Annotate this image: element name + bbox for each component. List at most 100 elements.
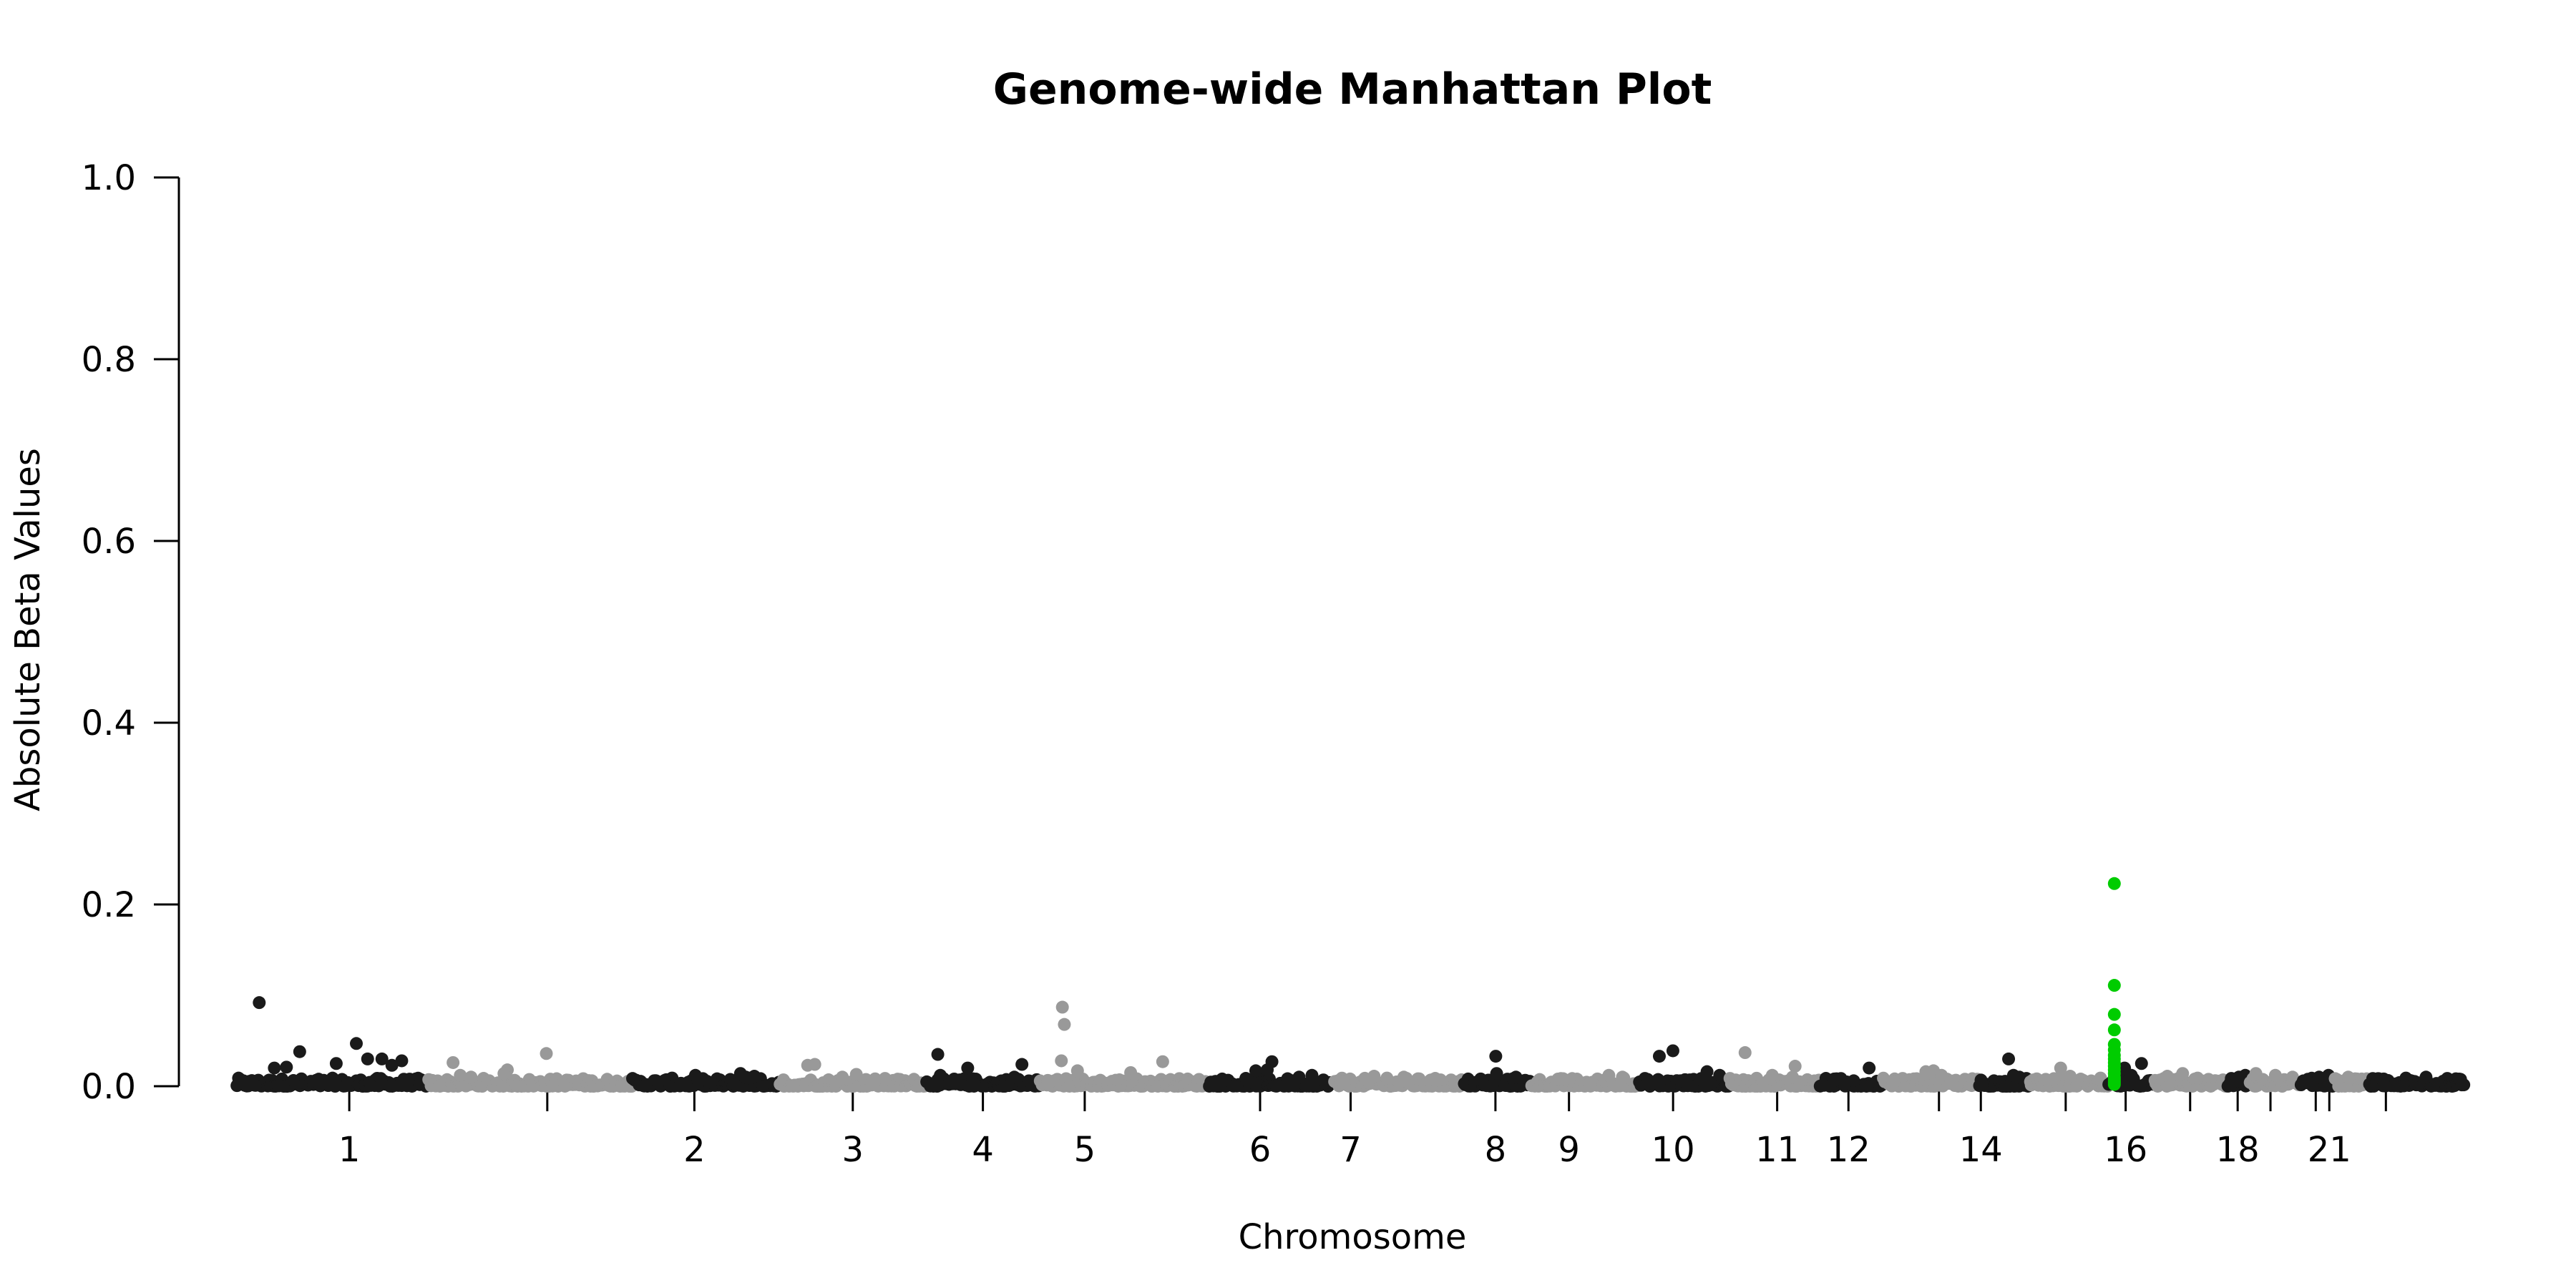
- x-axis-label: Chromosome: [1239, 1217, 1467, 1257]
- chart-title: Genome-wide Manhattan Plot: [993, 64, 1712, 114]
- highlight-point: [2107, 877, 2121, 890]
- snp-point: [2268, 1068, 2282, 1082]
- snp-point: [2376, 1074, 2390, 1088]
- snp-point: [2341, 1070, 2355, 1084]
- snp-point: [540, 1047, 553, 1060]
- snp-point: [1055, 1054, 1068, 1068]
- y-axis: 0.0 0.2 0.4 0.6 0.8 1.0: [82, 158, 180, 1107]
- snp-point: [1765, 1068, 1779, 1082]
- snp-point: [361, 1052, 374, 1065]
- snp-point: [2064, 1070, 2077, 1083]
- snp-point: [2312, 1070, 2326, 1084]
- snp-point: [2176, 1067, 2190, 1080]
- x-tick-label: 11: [1755, 1130, 1799, 1170]
- y-tick-label: 0.4: [82, 703, 136, 743]
- snp-point: [1788, 1060, 1802, 1073]
- snp-point: [1380, 1071, 1394, 1085]
- snp-point: [1489, 1050, 1503, 1063]
- x-tick-label: 6: [1249, 1130, 1272, 1170]
- snp-point: [1666, 1044, 1679, 1058]
- snp-point: [849, 1068, 863, 1081]
- snp-point: [1847, 1074, 1860, 1088]
- snp-point: [2457, 1078, 2471, 1092]
- snp-point: [2054, 1061, 2067, 1075]
- x-tick-label: 10: [1652, 1130, 1695, 1170]
- snp-point: [1249, 1064, 1262, 1078]
- snp-point: [1700, 1065, 1714, 1078]
- snp-point: [2419, 1070, 2433, 1084]
- snp-point: [2124, 1068, 2138, 1082]
- snp-point: [1935, 1068, 1948, 1082]
- x-tick-label: 7: [1340, 1130, 1362, 1170]
- snp-point: [801, 1058, 814, 1072]
- snp-point: [1124, 1065, 1138, 1079]
- x-tick-label: 18: [2216, 1130, 2260, 1170]
- snp-point: [2013, 1070, 2026, 1084]
- snp-point: [395, 1054, 409, 1068]
- snp-point: [1055, 1000, 1069, 1014]
- highlight-point: [2107, 1008, 2121, 1021]
- snp-point: [293, 1045, 306, 1058]
- snp-point: [1602, 1068, 1616, 1082]
- x-tick-label: 3: [841, 1130, 864, 1170]
- snp-point: [2135, 1057, 2148, 1070]
- snp-point: [497, 1067, 511, 1080]
- snp-point: [1509, 1070, 1523, 1084]
- y-tick-label: 0.6: [82, 522, 136, 562]
- snp-point: [1058, 1018, 1071, 1031]
- y-axis-label: Absolute Beta Values: [8, 448, 48, 811]
- snp-point: [329, 1057, 343, 1070]
- snp-point: [447, 1055, 460, 1069]
- x-tick-label: 5: [1074, 1130, 1096, 1170]
- snp-point: [2160, 1070, 2174, 1083]
- snp-point: [1828, 1072, 1841, 1085]
- x-axis: 1 2 3 4 5 6 7 8 9 10 11 12 14 16 18 21: [338, 1086, 2387, 1170]
- snp-point: [2249, 1067, 2263, 1080]
- highlighted-snps: [2107, 877, 2121, 1091]
- snp-point: [2285, 1070, 2299, 1084]
- snp-point: [1261, 1063, 1274, 1077]
- x-tick-label: 21: [2308, 1130, 2351, 1170]
- highlight-point: [2107, 1078, 2121, 1091]
- snp-point: [1015, 1058, 1029, 1071]
- x-tick-label: 2: [683, 1130, 706, 1170]
- snp-point: [268, 1061, 281, 1075]
- snp-point: [1008, 1070, 1021, 1084]
- x-tick-label: 4: [972, 1130, 994, 1170]
- y-tick-label: 0.2: [82, 885, 136, 925]
- y-tick-label: 0.8: [82, 340, 136, 380]
- snp-point: [1713, 1068, 1727, 1082]
- x-tick-label: 14: [1959, 1130, 2003, 1170]
- snp-point: [934, 1068, 947, 1082]
- snp-point: [1738, 1046, 1752, 1060]
- snp-point: [1292, 1070, 1306, 1084]
- snp-point: [1617, 1071, 1631, 1085]
- snp-point: [1305, 1068, 1319, 1082]
- snp-point: [280, 1060, 293, 1074]
- snp-point: [2191, 1071, 2205, 1085]
- data-points: [230, 996, 2471, 1093]
- snp-point: [375, 1052, 389, 1065]
- snp-point: [961, 1061, 975, 1075]
- x-tick-label: 16: [2104, 1130, 2147, 1170]
- highlight-point: [2107, 1023, 2121, 1037]
- snp-point: [1070, 1064, 1084, 1078]
- snp-point: [1863, 1061, 1876, 1075]
- snp-point: [1156, 1055, 1169, 1068]
- snp-point: [1553, 1072, 1566, 1085]
- snp-point: [836, 1070, 849, 1084]
- snp-point: [688, 1068, 702, 1082]
- x-tick-label: 12: [1827, 1130, 1870, 1170]
- y-tick-label: 1.0: [82, 158, 136, 198]
- snp-point: [2002, 1052, 2016, 1065]
- snp-point: [454, 1068, 467, 1082]
- snp-point: [1490, 1067, 1503, 1080]
- snp-point: [931, 1048, 945, 1061]
- y-tick-label: 0.0: [82, 1067, 136, 1107]
- highlight-point: [2107, 979, 2121, 992]
- snp-point: [1652, 1050, 1666, 1063]
- snp-point: [385, 1058, 399, 1072]
- snp-point: [1786, 1070, 1800, 1084]
- x-tick-label: 8: [1485, 1130, 1507, 1170]
